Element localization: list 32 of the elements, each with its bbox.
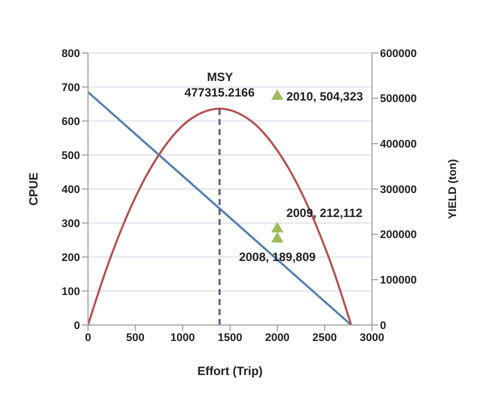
point — [271, 89, 284, 100]
x-tick-label: 1000 — [170, 332, 195, 344]
y2-tick-label: 400000 — [380, 138, 417, 151]
x-tick-label: 1500 — [218, 332, 242, 344]
data-label: 2010, 504,323 — [286, 89, 364, 104]
y2-tick-label: 300000 — [380, 184, 417, 196]
x-tick-label: 500 — [126, 332, 145, 344]
x-axis-title: Effort (Trip) — [197, 364, 263, 378]
y2-axis-title: YIELD (ton) — [446, 158, 459, 219]
x-tick-label: 3000 — [360, 332, 384, 344]
annotation: MSY — [206, 70, 234, 84]
y-tick-label: 0 — [74, 320, 80, 332]
y-tick-label: 100 — [62, 286, 80, 298]
point — [271, 232, 284, 242]
y2-tick-label: 600000 — [380, 48, 417, 60]
x-tick-label: 2500 — [312, 332, 337, 344]
y2-tick-label: 100000 — [380, 274, 417, 287]
y-axis-title: CPUE — [26, 172, 40, 206]
y-tick-label: 600 — [62, 116, 80, 128]
y2-tick-label: 500000 — [380, 93, 417, 106]
y2-tick-label: 0 — [380, 320, 386, 332]
x-tick-label: 2000 — [265, 332, 290, 344]
point — [271, 222, 284, 232]
x-tick-label: 0 — [84, 332, 92, 344]
y-tick-label: 800 — [62, 48, 80, 60]
y-tick-label: 500 — [62, 150, 80, 162]
y-tick-label: 200 — [62, 252, 80, 264]
y-tick-label: 700 — [62, 82, 80, 94]
y2-tick-label: 200000 — [380, 229, 417, 242]
y-tick-label: 400 — [62, 184, 80, 196]
data-label: 477315.2166 — [184, 86, 255, 100]
y-tick-label: 300 — [62, 218, 80, 230]
